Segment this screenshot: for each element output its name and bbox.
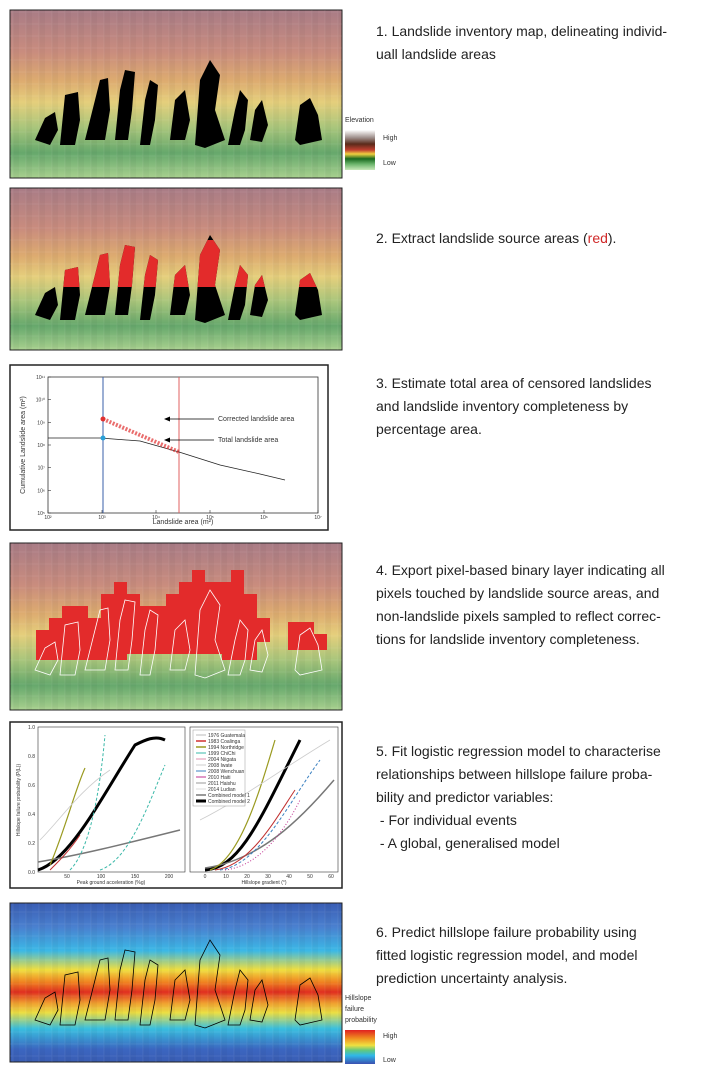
- x-tick-label: 50: [307, 874, 313, 880]
- step-text: prediction uncertainty analysis.: [376, 970, 567, 986]
- legend-high: High: [383, 135, 398, 142]
- y-tick-label: 10⁷: [38, 466, 46, 472]
- y-tick-label: 0.8: [28, 754, 35, 760]
- y-tick-label: 0.2: [28, 841, 35, 847]
- panel-4: [10, 543, 342, 710]
- step-text: 5. Fit logistic regression model to char…: [376, 743, 661, 759]
- step-text-part: ).: [608, 230, 617, 246]
- step-text: 6. Predict hillslope failure probability…: [376, 924, 637, 940]
- legend-label: Combined model 2: [208, 799, 250, 805]
- step-text: and landslide inventory completeness by: [376, 398, 628, 414]
- legend-low: Low: [383, 1057, 397, 1064]
- step-text: tions for landslide inventory completene…: [376, 631, 640, 647]
- x-tick-label: 10⁶: [260, 515, 268, 521]
- step-text: 3. Estimate total area of censored lands…: [376, 375, 652, 391]
- panel-6: [10, 903, 342, 1062]
- y-tick-label: 0.0: [28, 870, 35, 876]
- legend-title: probability: [345, 1017, 377, 1024]
- workflow: 10²10³10⁴10⁵10⁶10⁷10¹¹10¹⁰10⁹10⁸10⁷10⁶10…: [0, 0, 713, 1066]
- panel-2: [10, 188, 342, 350]
- step-text: - For individual events: [376, 812, 517, 828]
- y-tick-label: 10¹¹: [36, 375, 45, 381]
- y-tick-label: 10¹⁰: [36, 398, 45, 404]
- annotation: Total landslide area: [218, 437, 278, 444]
- step-text: percentage area.: [376, 421, 482, 437]
- legend-title: failure: [345, 1006, 364, 1013]
- y-tick-label: 10⁸: [37, 443, 45, 449]
- x-axis-label: Peak ground acceleration (%g): [77, 880, 146, 886]
- x-axis-label: Landslide area (m²): [153, 519, 214, 526]
- step-text: uall landslide areas: [376, 46, 496, 62]
- step-text: relationships between hillslope failure …: [376, 766, 653, 782]
- x-tick-label: 10⁷: [314, 515, 322, 521]
- y-tick-label: 10⁵: [37, 511, 45, 517]
- x-tick-label: 10³: [98, 515, 106, 521]
- x-tick-label: 10: [223, 874, 229, 880]
- elevation-legend: Elevation High Low: [345, 117, 398, 170]
- y-axis-label: Hillslope failure probability (P(L)): [16, 764, 22, 837]
- x-axis-label: Hillslope gradient (°): [241, 880, 286, 886]
- step-text: bility and predictor variables:: [376, 789, 553, 805]
- y-tick-label: 1.0: [28, 725, 35, 731]
- x-tick-label: 0: [204, 874, 207, 880]
- step-text-part: 2. Extract landslide source areas (: [376, 230, 588, 246]
- step-text: pixels touched by landslide source areas…: [376, 585, 659, 601]
- legend-title: Elevation: [345, 117, 374, 124]
- step-text: 1. Landslide inventory map, delineating …: [376, 23, 667, 39]
- y-tick-label: 10⁶: [37, 488, 45, 494]
- step-text: 4. Export pixel-based binary layer indic…: [376, 562, 665, 578]
- panel-1: [10, 10, 342, 178]
- legend-high: High: [383, 1033, 398, 1040]
- step-text: - A global, generalised model: [376, 835, 560, 851]
- probability-legend: Hillslope failure probability High Low: [345, 995, 398, 1064]
- x-tick-label: 10²: [44, 515, 52, 521]
- step-text: non-landslide pixels sampled to reflect …: [376, 608, 661, 624]
- step-text: 2. Extract landslide source areas (red).: [376, 230, 616, 246]
- x-tick-label: 200: [165, 874, 174, 880]
- step-text: fitted logistic regression model, and mo…: [376, 947, 637, 963]
- legend-low: Low: [383, 160, 397, 167]
- x-tick-label: 50: [64, 874, 70, 880]
- annotation: Corrected landslide area: [218, 416, 294, 423]
- x-tick-label: 40: [286, 874, 292, 880]
- step-text-part: red: [588, 230, 608, 246]
- y-axis-label: Cumulative Landslide area (m²): [20, 396, 27, 494]
- step-texts: 1. Landslide inventory map, delineating …: [376, 23, 667, 986]
- legend-title: Hillslope: [345, 995, 372, 1002]
- x-tick-label: 60: [328, 874, 334, 880]
- y-tick-label: 0.4: [28, 812, 35, 818]
- y-tick-label: 0.6: [28, 783, 35, 789]
- y-tick-label: 10⁹: [37, 420, 45, 426]
